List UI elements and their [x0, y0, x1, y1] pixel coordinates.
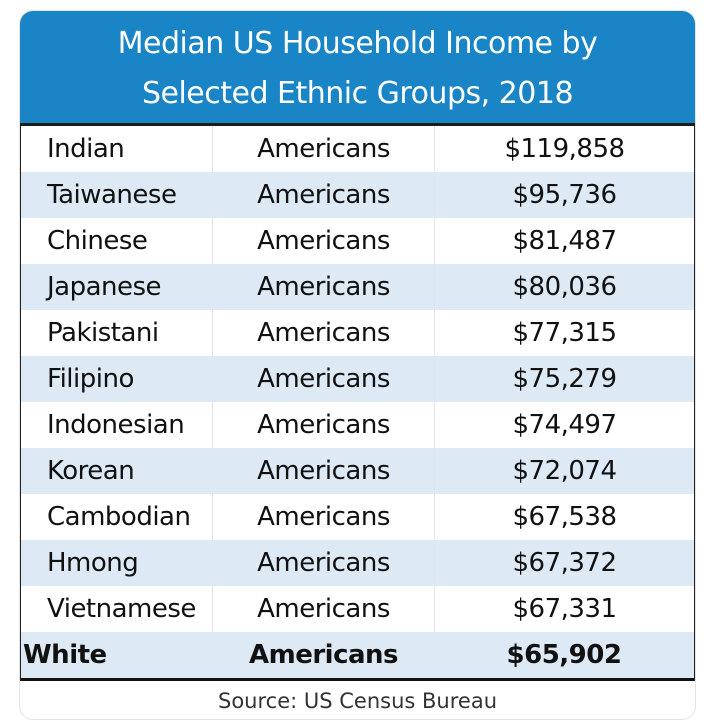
income-cell: $119,858: [504, 134, 625, 164]
group-cell: Japanese: [21, 264, 213, 310]
table-row: Korean Americans $72,074: [21, 448, 694, 494]
income-cell: $67,538: [512, 502, 617, 532]
group-cell: Filipino: [21, 356, 213, 402]
group-cell: Chinese: [21, 218, 213, 264]
americans-cell: Americans: [213, 172, 435, 218]
table-title: Median US Household Income by Selected E…: [20, 11, 695, 126]
group-cell: Pakistani: [21, 310, 213, 356]
group-cell: White: [23, 640, 107, 670]
table-row: White Americans $65,902: [21, 632, 694, 681]
table-row: Filipino Americans $75,279: [21, 356, 694, 402]
table-row: Indian Americans $119,858: [21, 126, 694, 172]
americans-cell: Americans: [213, 356, 435, 402]
income-cell: $81,487: [512, 226, 617, 256]
americans-cell: Americans: [213, 264, 435, 310]
americans-cell: Americans: [213, 494, 435, 540]
americans-cell: Americans: [213, 402, 435, 448]
table-row: Pakistani Americans $77,315: [21, 310, 694, 356]
table-row: Chinese Americans $81,487: [21, 218, 694, 264]
income-cell: $80,036: [512, 272, 617, 302]
americans-cell: Americans: [248, 640, 399, 670]
table-row: Hmong Americans $67,372: [21, 540, 694, 586]
americans-cell: Americans: [213, 310, 435, 356]
americans-cell: Americans: [213, 586, 435, 632]
table-row: Vietnamese Americans $67,331: [21, 586, 694, 632]
income-table: Indian Americans $119,858 Taiwanese American…: [20, 126, 695, 681]
income-cell: $95,736: [512, 180, 617, 210]
income-cell: $74,497: [512, 410, 617, 440]
group-cell: Cambodian: [21, 494, 213, 540]
income-cell: $65,902: [506, 640, 622, 670]
americans-cell: Americans: [213, 448, 435, 494]
income-cell: $72,074: [512, 456, 617, 486]
table-row: Japanese Americans $80,036: [21, 264, 694, 310]
group-cell: Vietnamese: [21, 586, 213, 632]
group-cell: Taiwanese: [21, 172, 213, 218]
source-note: Source: US Census Bureau: [218, 689, 497, 713]
income-cell: $67,372: [512, 548, 617, 578]
americans-cell: Americans: [213, 218, 435, 264]
title-line-1: Median US Household Income by: [117, 26, 598, 61]
group-cell: Korean: [21, 448, 213, 494]
income-cell: $75,279: [512, 364, 617, 394]
income-cell: $67,331: [512, 594, 617, 624]
group-cell: Hmong: [21, 540, 213, 586]
table-row: Indonesian Americans $74,497: [21, 402, 694, 448]
title-line-2: Selected Ethnic Groups, 2018: [141, 76, 574, 111]
americans-cell: Americans: [213, 540, 435, 586]
income-cell: $77,315: [512, 318, 617, 348]
table-row: Cambodian Americans $67,538: [21, 494, 694, 540]
income-table-card: Median US Household Income by Selected E…: [19, 10, 696, 720]
americans-cell: Americans: [213, 126, 435, 172]
group-cell: Indonesian: [21, 402, 213, 448]
table-row: Taiwanese Americans $95,736: [21, 172, 694, 218]
group-cell: Indian: [21, 126, 213, 172]
